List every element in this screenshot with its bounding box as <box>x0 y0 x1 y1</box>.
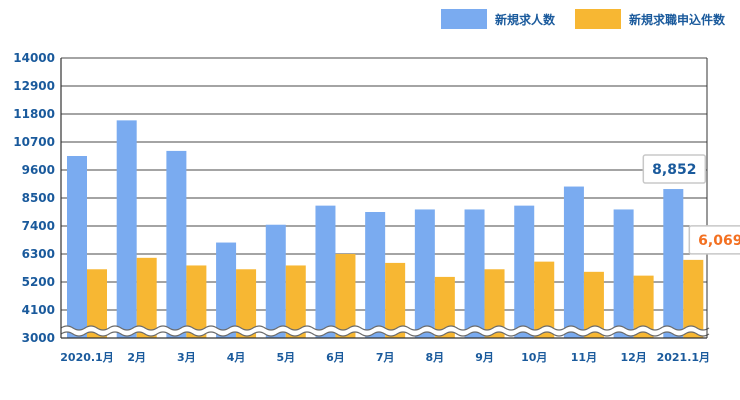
bar-1-1 <box>136 257 157 338</box>
callouts: 8,852 6,069 <box>642 154 740 255</box>
bar-0-1 <box>116 120 137 338</box>
bar-0-9 <box>514 205 535 338</box>
x-tick-label: 10月 <box>521 351 547 364</box>
bar-1-7 <box>434 276 455 338</box>
legend-label-1: 新規求職申込件数 <box>629 12 726 27</box>
bar-1-3 <box>236 269 257 338</box>
x-tick-label: 12月 <box>620 351 646 364</box>
y-tick-label: 3000 <box>22 331 55 345</box>
bar-1-2 <box>186 265 207 338</box>
x-tick-label: 9月 <box>475 351 494 364</box>
bar-0-8 <box>464 209 485 338</box>
axis-break-band <box>59 326 711 336</box>
x-tick-label: 2021.1月 <box>657 351 710 364</box>
y-tick-label: 9600 <box>22 163 55 177</box>
bar-1-9 <box>534 261 555 338</box>
callout-box-0 <box>642 154 707 184</box>
legend-swatch-0 <box>441 9 487 29</box>
bar-0-5 <box>315 205 336 338</box>
bar-0-4 <box>265 224 286 338</box>
y-tick-label: 14000 <box>13 51 55 65</box>
x-tick-label: 6月 <box>326 351 345 364</box>
y-tick-label: 8500 <box>22 191 55 205</box>
bar-0-11 <box>613 209 634 338</box>
bar-0-10 <box>563 186 584 338</box>
axis-break-line <box>60 325 710 331</box>
bar-1-10 <box>583 271 604 338</box>
bar-1-4 <box>285 265 306 338</box>
bar-1-11 <box>633 275 654 338</box>
y-tick-label: 11800 <box>13 107 55 121</box>
y-tick-label: 5200 <box>22 275 55 289</box>
bars <box>67 120 704 338</box>
x-tick-label: 8月 <box>426 351 445 364</box>
x-tick-label: 3月 <box>177 351 196 364</box>
bar-0-12 <box>663 189 684 338</box>
x-tick-label: 4月 <box>227 351 246 364</box>
bar-1-12 <box>683 259 704 338</box>
bar-0-6 <box>365 212 386 338</box>
legend-item-0: 新規求人数 <box>441 9 555 29</box>
callout-box-1 <box>688 225 740 255</box>
bar-0-7 <box>414 209 435 338</box>
axes <box>60 58 708 339</box>
y-tick-label: 12900 <box>13 79 55 93</box>
bar-1-8 <box>484 269 505 338</box>
tick-labels: 14000 12900 11800 10700 9600 8500 7400 6300 5200… <box>13 51 710 364</box>
x-tick-label: 11月 <box>571 351 597 364</box>
x-tick-label: 7月 <box>376 351 395 364</box>
y-tick-label: 6300 <box>22 247 55 261</box>
bar-1-6 <box>385 262 406 338</box>
x-tick-label: 2020.1月 <box>60 351 113 364</box>
callout-label-0: 8,852 <box>652 162 696 178</box>
bar-1-5 <box>335 254 356 338</box>
legend-swatch-1 <box>575 9 621 29</box>
legend-item-1: 新規求職申込件数 <box>575 9 725 29</box>
axis-break-line <box>60 331 710 337</box>
y-tick-label: 4100 <box>22 303 55 317</box>
bar-0-0 <box>67 156 87 338</box>
y-tick-label: 10700 <box>13 135 55 149</box>
x-tick-label: 2月 <box>127 351 146 364</box>
bar-1-0 <box>87 269 107 338</box>
legend-label-0: 新規求人数 <box>495 12 556 27</box>
axis-break <box>59 325 711 337</box>
callout-label-1: 6,069 <box>698 233 740 249</box>
bar-0-2 <box>166 150 187 338</box>
y-tick-label: 7400 <box>22 219 55 233</box>
x-tick-label: 5月 <box>276 351 295 364</box>
bar-0-3 <box>216 242 237 338</box>
